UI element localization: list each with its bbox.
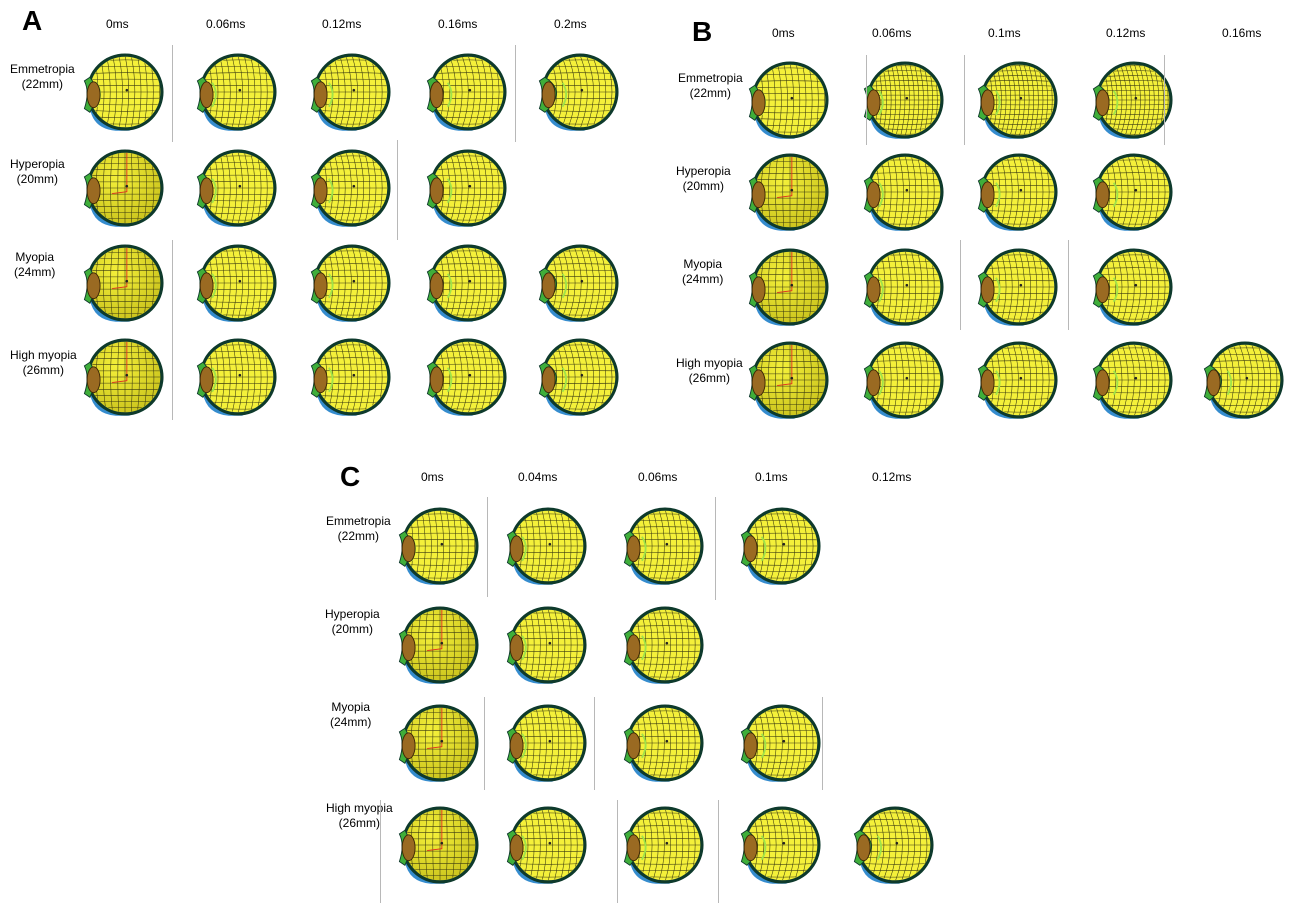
panel-a-eye-frame <box>83 338 164 416</box>
panel-a-eye-frame <box>83 149 164 227</box>
panel-letter-a: A <box>22 5 43 36</box>
panel-c-eye-frame <box>740 806 821 884</box>
frame-separator <box>594 697 595 790</box>
panel-c-row-label-hyperopia: Hyperopia (20mm) <box>325 607 380 636</box>
panel-b-eye-frame <box>863 248 944 326</box>
panel-letter-c: C <box>340 461 361 492</box>
panel-c-eye-frame <box>623 704 704 782</box>
panel-b-eye-frame <box>1092 153 1173 231</box>
frame-separator <box>866 55 867 145</box>
frame-separator <box>487 497 488 597</box>
panel-a-eye-frame <box>426 149 507 227</box>
panel-a-eye-frame <box>426 53 507 131</box>
panel-a-eye-frame <box>538 53 619 131</box>
frame-separator <box>172 45 173 142</box>
panel-b-eye-frame <box>1203 341 1284 419</box>
panel-a-eye-frame <box>196 244 277 322</box>
frame-separator <box>172 240 173 420</box>
panel-c-eye-frame <box>398 704 479 782</box>
frame-separator <box>397 140 398 240</box>
panel-b-eye-frame <box>748 248 829 326</box>
panel-a-eye-frame <box>310 149 391 227</box>
panel-c-eye-frame <box>623 507 704 585</box>
panel-a-eye-frame <box>196 149 277 227</box>
panel-c-eye-frame <box>506 806 587 884</box>
panel-a-time-1: 0.06ms <box>206 17 246 31</box>
panel-a-eye-frame <box>310 338 391 416</box>
panel-b-row-label-emmetropia: Emmetropia (22mm) <box>678 71 743 100</box>
panel-c-time-2: 0.06ms <box>638 470 678 484</box>
panel-a-eye-frame <box>538 338 619 416</box>
panel-b-eye-frame <box>748 153 829 231</box>
panel-a-time-0: 0ms <box>106 17 129 31</box>
panel-c-time-4: 0.12ms <box>872 470 912 484</box>
panel-b-row-label-hyperopia: Hyperopia (20mm) <box>676 164 731 193</box>
panel-c-row-label-myopia: Myopia (24mm) <box>330 700 372 729</box>
panel-c-eye-frame <box>506 507 587 585</box>
panel-a-row-label-hyperopia: Hyperopia (20mm) <box>10 157 65 186</box>
frame-separator <box>960 240 961 330</box>
panel-b-eye-frame <box>1092 248 1173 326</box>
panel-b-time-2: 0.1ms <box>988 26 1021 40</box>
panel-b-eye-frame <box>863 153 944 231</box>
frame-separator <box>1164 55 1165 145</box>
panel-b-eye-frame <box>1092 61 1173 139</box>
panel-c-time-3: 0.1ms <box>755 470 788 484</box>
panel-a-eye-frame <box>196 53 277 131</box>
panel-b-eye-frame <box>748 341 829 419</box>
panel-letter-b: B <box>692 16 713 47</box>
frame-separator <box>822 697 823 790</box>
frame-separator <box>617 800 618 903</box>
panel-a-row-label-myopia: Myopia (24mm) <box>14 250 56 279</box>
panel-c-eye-frame <box>853 806 934 884</box>
panel-b-eye-frame <box>977 153 1058 231</box>
panel-b-time-3: 0.12ms <box>1106 26 1146 40</box>
panel-b-row-label-high-myopia: High myopia (26mm) <box>676 356 743 385</box>
panel-c-time-1: 0.04ms <box>518 470 558 484</box>
panel-b-time-4: 0.16ms <box>1222 26 1262 40</box>
panel-b-time-0: 0ms <box>772 26 795 40</box>
panel-c-eye-frame <box>740 704 821 782</box>
panel-c-row-label-high-myopia: High myopia (26mm) <box>326 801 393 830</box>
frame-separator <box>484 697 485 790</box>
panel-a-row-label-emmetropia: Emmetropia (22mm) <box>10 62 75 91</box>
panel-b-eye-frame <box>748 61 829 139</box>
panel-c-time-0: 0ms <box>421 470 444 484</box>
panel-b-eye-frame <box>1092 341 1173 419</box>
panel-b-row-label-myopia: Myopia (24mm) <box>682 257 724 286</box>
panel-b-eye-frame <box>863 61 944 139</box>
panel-c-eye-frame <box>506 606 587 684</box>
panel-a-eye-frame <box>196 338 277 416</box>
frame-separator <box>964 55 965 145</box>
panel-b-eye-frame <box>977 248 1058 326</box>
panel-c-eye-frame <box>506 704 587 782</box>
panel-b-time-1: 0.06ms <box>872 26 912 40</box>
frame-separator <box>718 800 719 903</box>
panel-a-eye-frame <box>426 338 507 416</box>
panel-c-eye-frame <box>398 606 479 684</box>
panel-a-eye-frame <box>83 53 164 131</box>
frame-separator <box>1068 240 1069 330</box>
panel-c-eye-frame <box>623 606 704 684</box>
frame-separator <box>380 800 381 903</box>
panel-a-eye-frame <box>310 53 391 131</box>
panel-c-eye-frame <box>398 507 479 585</box>
panel-a-eye-frame <box>310 244 391 322</box>
frame-separator <box>715 497 716 600</box>
panel-a-eye-frame <box>426 244 507 322</box>
panel-b-eye-frame <box>977 61 1058 139</box>
panel-a-time-2: 0.12ms <box>322 17 362 31</box>
panel-b-eye-frame <box>863 341 944 419</box>
panel-a-row-label-high-myopia: High myopia (26mm) <box>10 348 77 377</box>
panel-a-time-3: 0.16ms <box>438 17 478 31</box>
panel-c-row-label-emmetropia: Emmetropia (22mm) <box>326 514 391 543</box>
panel-c-eye-frame <box>740 507 821 585</box>
panel-c-eye-frame <box>623 806 704 884</box>
panel-a-eye-frame <box>538 244 619 322</box>
frame-separator <box>515 45 516 142</box>
panel-c-eye-frame <box>398 806 479 884</box>
panel-a-eye-frame <box>83 244 164 322</box>
panel-b-eye-frame <box>977 341 1058 419</box>
panel-a-time-4: 0.2ms <box>554 17 587 31</box>
